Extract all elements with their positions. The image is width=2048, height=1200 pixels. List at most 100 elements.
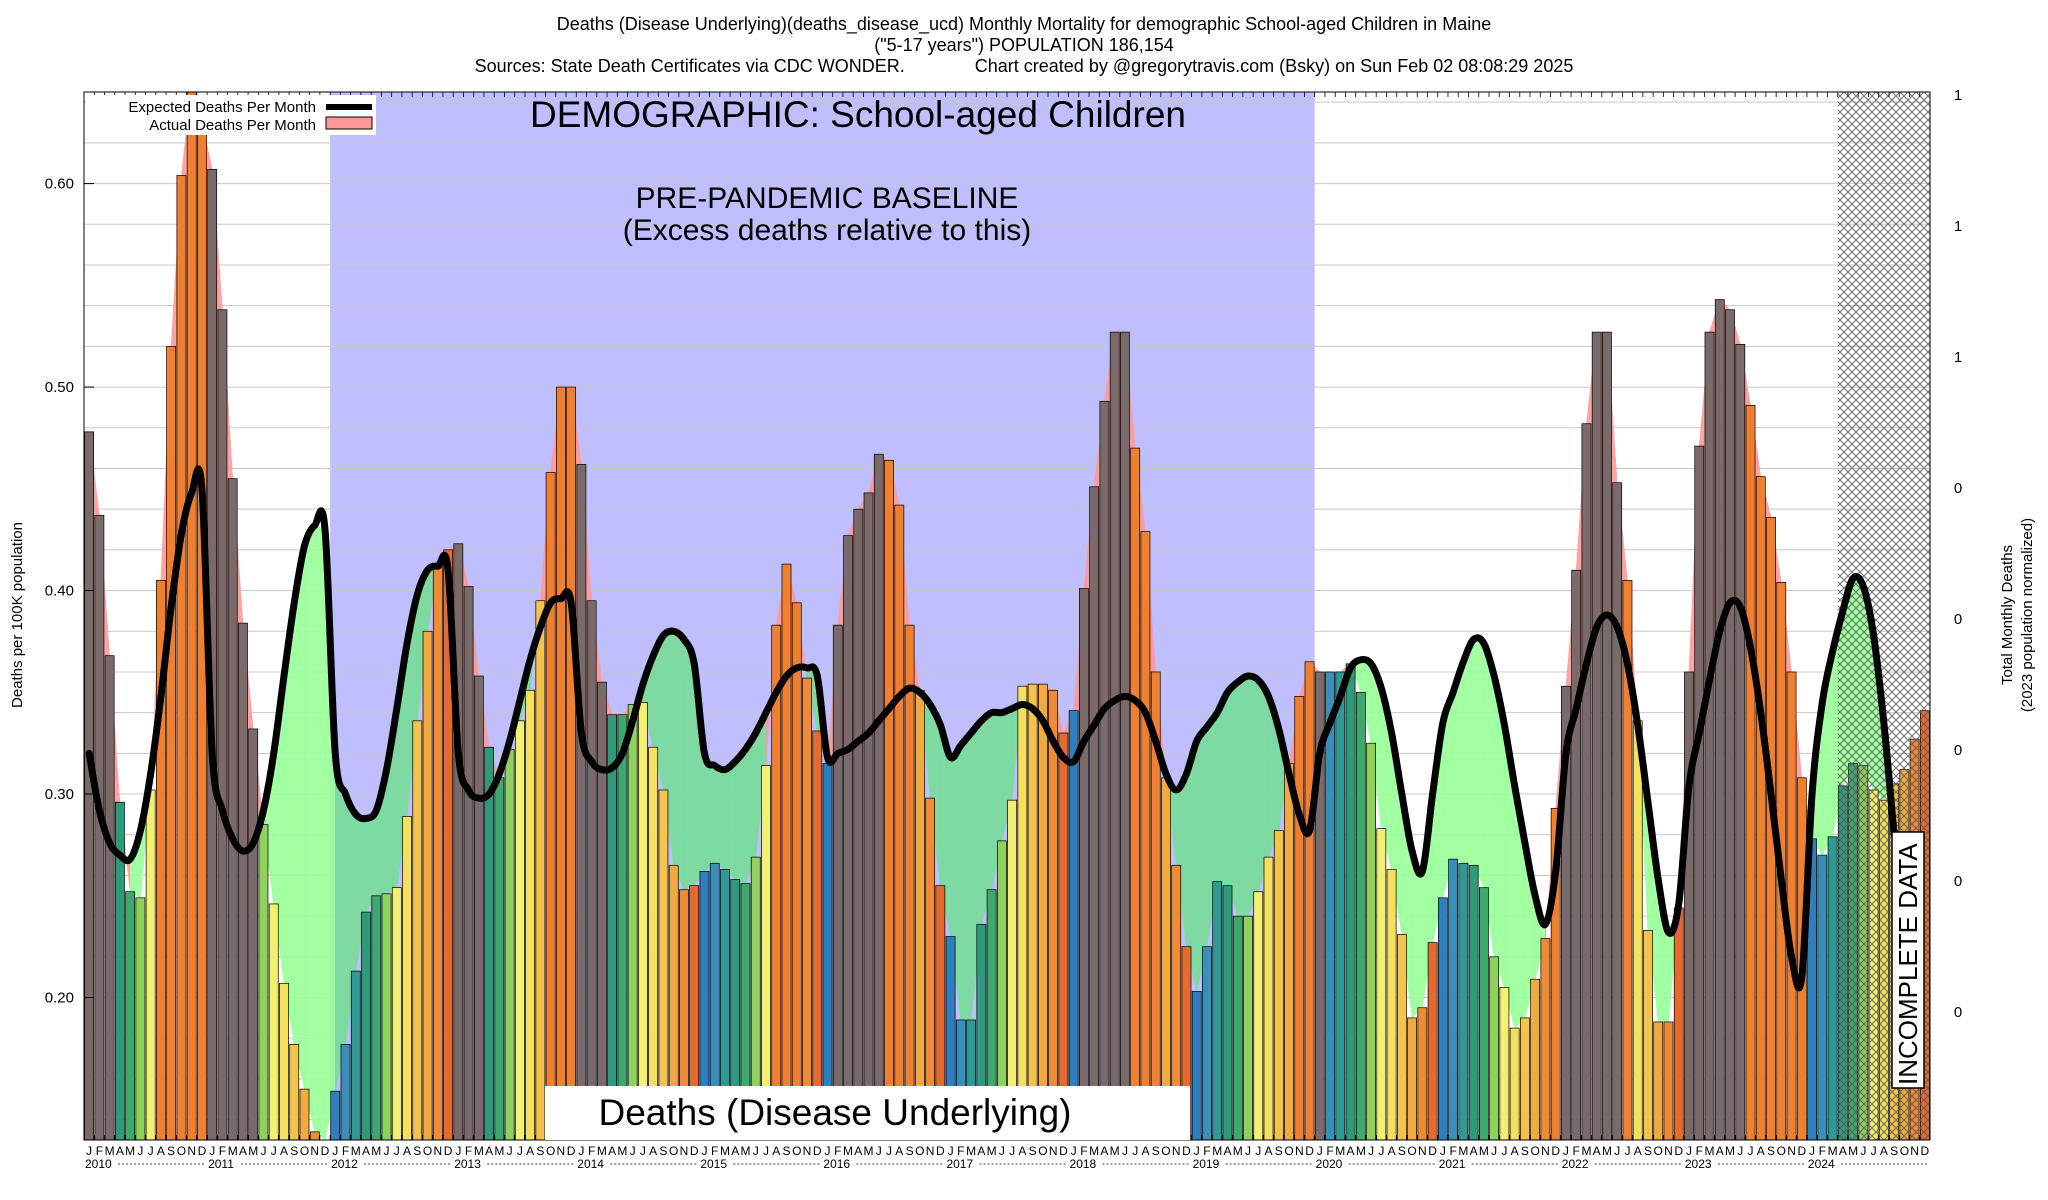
month-tick-label: J (1686, 1144, 1692, 1158)
month-tick-label: A (1593, 1144, 1601, 1158)
month-tick-label: J (332, 1144, 338, 1158)
month-tick-label: J (876, 1144, 882, 1158)
month-tick-label: S (659, 1144, 667, 1158)
month-tick-label: J (763, 1144, 769, 1158)
month-tick-label: O (1407, 1144, 1416, 1158)
month-tick-label: N (433, 1144, 442, 1158)
actual-bar (514, 720, 525, 1140)
month-tick-label: J (1245, 1144, 1251, 1158)
month-tick-label: M (843, 1144, 853, 1158)
actual-bar (1345, 663, 1356, 1140)
month-tick-label: A (1223, 1144, 1231, 1158)
actual-bar (1150, 671, 1161, 1140)
y-tick-label: 0.30 (45, 786, 74, 803)
month-tick-label: M (248, 1144, 258, 1158)
actual-bar (1294, 696, 1305, 1140)
month-tick-label: A (1634, 1144, 1642, 1158)
month-tick-label: O (177, 1144, 186, 1158)
actual-bar (1048, 689, 1059, 1140)
footer-label-box (545, 1086, 1190, 1140)
actual-bar (1355, 691, 1366, 1140)
month-tick-label: N (1418, 1144, 1427, 1158)
actual-bar (679, 889, 689, 1140)
month-tick-label: S (536, 1144, 544, 1158)
month-tick-label: J (1737, 1144, 1743, 1158)
month-tick-label: A (280, 1144, 288, 1158)
month-tick-label: D (1059, 1144, 1068, 1158)
month-tick-label: N (1664, 1144, 1673, 1158)
actual-bar (1304, 661, 1315, 1140)
month-tick-label: A (895, 1144, 903, 1158)
month-tick-label: J (209, 1144, 215, 1158)
actual-bar (1479, 887, 1489, 1140)
month-tick-label: J (1071, 1144, 1077, 1158)
month-tick-label: M (740, 1144, 750, 1158)
y2-tick-label: 1 (1954, 87, 1962, 104)
month-tick-label: M (1479, 1144, 1489, 1158)
month-tick-label: F (1696, 1144, 1703, 1158)
y-tick-label: 0.20 (45, 990, 74, 1007)
month-tick-label: A (1839, 1144, 1847, 1158)
month-tick-label: F (1819, 1144, 1826, 1158)
month-tick-label: M (1233, 1144, 1243, 1158)
month-tick-label: M (351, 1144, 361, 1158)
actual-bar (1509, 1027, 1520, 1140)
actual-bar (1520, 1017, 1530, 1140)
deviation-fill (724, 760, 736, 881)
deviation-fill (734, 748, 746, 885)
month-tick-label: S (1521, 1144, 1529, 1158)
actual-bar (238, 622, 248, 1140)
month-tick-label: O (669, 1144, 678, 1158)
month-tick-label: F (1573, 1144, 1580, 1158)
year-tick-label: 2024 (1808, 1157, 1835, 1171)
legend-expected-label: Expected Deaths Per Month (128, 99, 316, 116)
year-tick-label: 2018 (1070, 1157, 1097, 1171)
month-tick-label: D (1182, 1144, 1191, 1158)
actual-bar (176, 175, 187, 1140)
month-tick-label: F (711, 1144, 718, 1158)
actual-bar (1191, 991, 1202, 1140)
month-tick-label: N (1541, 1144, 1550, 1158)
month-tick-label: D (198, 1144, 207, 1158)
month-tick-label: N (187, 1144, 196, 1158)
actual-bar (1581, 423, 1592, 1140)
month-tick-label: M (1848, 1144, 1858, 1158)
actual-bar (1725, 309, 1735, 1140)
year-tick-label: 2017 (946, 1157, 973, 1171)
actual-bar (1612, 482, 1623, 1140)
actual-bar (976, 923, 987, 1140)
chart-title-line1: Deaths (Disease Underlying)(deaths_disea… (556, 14, 1492, 34)
month-tick-label: F (465, 1144, 472, 1158)
deviation-fill (293, 545, 305, 1090)
actual-bar (1120, 331, 1130, 1140)
month-tick-label: J (630, 1144, 636, 1158)
actual-bar (1038, 683, 1048, 1140)
actual-bar (904, 624, 915, 1140)
actual-bar (350, 970, 361, 1140)
actual-bar (1489, 956, 1500, 1140)
year-tick-label: 2019 (1193, 1157, 1220, 1171)
actual-bar (1427, 942, 1438, 1140)
actual-bar (156, 580, 166, 1140)
month-tick-label: J (701, 1144, 707, 1158)
y-tick-label: 0.40 (45, 583, 74, 600)
actual-bar (443, 549, 453, 1140)
month-tick-label: J (1871, 1144, 1877, 1158)
month-tick-label: M (720, 1144, 730, 1158)
actual-bar (966, 1019, 976, 1140)
month-tick-label: J (148, 1144, 154, 1158)
month-tick-label: J (1614, 1144, 1620, 1158)
month-tick-label: A (485, 1144, 493, 1158)
actual-bar (1550, 807, 1561, 1140)
actual-bar (1530, 978, 1541, 1140)
month-tick-label: J (517, 1144, 523, 1158)
deviation-fill (960, 732, 972, 1021)
month-tick-label: J (1132, 1144, 1138, 1158)
actual-bar (166, 346, 177, 1140)
month-tick-label: D (936, 1144, 945, 1158)
month-tick-label: A (1470, 1144, 1478, 1158)
month-tick-label: D (1797, 1144, 1806, 1158)
month-tick-label: M (1705, 1144, 1715, 1158)
actual-bar (525, 689, 535, 1140)
